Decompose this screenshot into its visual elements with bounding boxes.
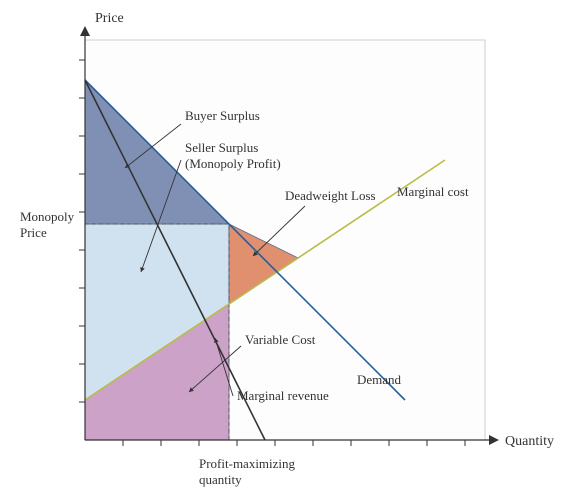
chart-svg: PriceQuantityMonopolyPriceProfit-maximiz… xyxy=(0,0,571,500)
monopoly-price-label: Monopoly xyxy=(20,209,75,224)
demand-label: Demand xyxy=(357,372,402,387)
buyer-surplus-label: Buyer Surplus xyxy=(185,108,260,123)
profit-max-q-label-2: quantity xyxy=(199,472,242,487)
x-axis-arrow-icon xyxy=(489,435,499,445)
y-axis-arrow-icon xyxy=(80,26,90,36)
seller-surplus-label: Seller Surplus xyxy=(185,140,258,155)
profit-max-q-label: Profit-maximizing xyxy=(199,456,296,471)
x-axis-label: Quantity xyxy=(505,434,554,449)
marginal-revenue-label: Marginal revenue xyxy=(237,388,329,403)
monopoly-diagram: PriceQuantityMonopolyPriceProfit-maximiz… xyxy=(0,0,571,500)
seller-surplus-label-2: (Monopoly Profit) xyxy=(185,156,281,171)
deadweight-label: Deadweight Loss xyxy=(285,188,376,203)
variable-cost-label: Variable Cost xyxy=(245,332,316,347)
monopoly-price-label-2: Price xyxy=(20,225,47,240)
y-axis-label: Price xyxy=(95,11,124,26)
marginal-cost-label: Marginal cost xyxy=(397,184,469,199)
